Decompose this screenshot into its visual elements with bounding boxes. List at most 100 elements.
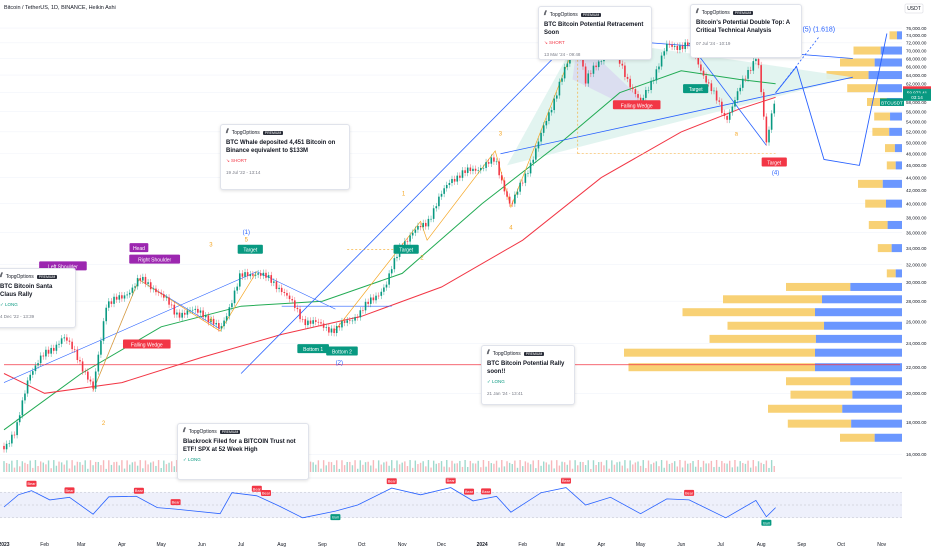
candle bbox=[267, 275, 270, 278]
elliott-wave bbox=[92, 271, 258, 391]
price-tick-label: 54,000.00 bbox=[906, 119, 927, 124]
volume-profile-bar bbox=[865, 199, 886, 208]
candle bbox=[765, 116, 768, 143]
candle bbox=[228, 307, 231, 317]
volume-bar bbox=[613, 464, 616, 472]
candle bbox=[650, 80, 652, 90]
idea-card-rally[interactable]: ⫽ TopgOptions PREMIUM BTC Bitcoin Potentia… bbox=[481, 345, 575, 405]
pattern-label: Bottom 2 bbox=[332, 350, 352, 356]
volume-profile-bar bbox=[824, 321, 903, 330]
time-tick-label: Aug bbox=[757, 542, 766, 548]
candle bbox=[710, 83, 713, 92]
volume-profile-bar bbox=[885, 144, 895, 153]
volume-bar bbox=[341, 460, 343, 472]
idea-timestamp: 4 Dec '22 - 13:39 bbox=[0, 314, 35, 319]
volume-bar bbox=[726, 463, 728, 472]
volume-bar bbox=[367, 461, 369, 472]
volume-bar bbox=[53, 460, 55, 472]
volume-bar bbox=[763, 464, 765, 472]
volume-bar bbox=[19, 466, 21, 472]
price-tick-label: 24,000.00 bbox=[906, 341, 927, 346]
candle bbox=[176, 312, 178, 315]
rsi-band bbox=[0, 492, 902, 518]
pattern-label-box bbox=[122, 339, 171, 349]
volume-bar bbox=[346, 461, 348, 472]
candle bbox=[45, 349, 47, 357]
candle bbox=[469, 167, 472, 171]
volume-bar bbox=[687, 463, 689, 472]
candle bbox=[540, 132, 542, 142]
volume-bar bbox=[396, 460, 398, 472]
candle bbox=[762, 92, 765, 117]
volume-profile-bar bbox=[842, 404, 903, 413]
candle bbox=[734, 100, 736, 107]
volume-bar bbox=[391, 460, 393, 472]
price-tick-label: 74,000.00 bbox=[906, 33, 927, 38]
candle bbox=[516, 191, 519, 195]
volume-profile-bar bbox=[858, 179, 883, 188]
candle bbox=[110, 301, 113, 304]
idea-card-blackrock[interactable]: ⫽ TopgOptions PREMIUM Blackrock Filed for … bbox=[177, 423, 309, 480]
volume-profile-bar bbox=[815, 334, 903, 343]
time-tick-label: May bbox=[636, 542, 646, 548]
unit-box bbox=[904, 3, 924, 14]
candle bbox=[773, 103, 776, 114]
candle bbox=[448, 182, 451, 185]
idea-card-retracement[interactable]: ⫽ TopgOptions PREMIUM BTC Bitcoin Potentia… bbox=[538, 6, 652, 60]
check-icon: ✓ bbox=[487, 379, 493, 384]
idea-author: TopgOptions bbox=[701, 9, 730, 16]
candle bbox=[519, 182, 521, 192]
volume-bar bbox=[312, 462, 314, 472]
volume-bar bbox=[482, 460, 485, 472]
volume-bar bbox=[115, 461, 118, 472]
candle bbox=[393, 258, 396, 270]
candle bbox=[681, 45, 684, 50]
volume-profile-bar bbox=[886, 269, 896, 278]
price-tick-label: 32,000.00 bbox=[906, 262, 927, 267]
candle bbox=[231, 303, 233, 308]
volume-bar bbox=[97, 461, 100, 472]
volume-bar bbox=[684, 460, 686, 472]
idea-card-double-top[interactable]: ⫽ TopgOptions PREMIUM Bitcoin's Potential … bbox=[690, 4, 802, 58]
time-tick-label: Apr bbox=[597, 542, 605, 548]
volume-bar bbox=[317, 460, 320, 472]
candle bbox=[438, 196, 440, 207]
candle bbox=[749, 69, 752, 71]
volume-bar bbox=[519, 460, 521, 472]
rsi-bear-label: Bear bbox=[465, 490, 474, 494]
volume-profile-bar bbox=[887, 220, 903, 229]
premium-badge: PREMIUM bbox=[580, 12, 602, 17]
volume-profile-bar bbox=[877, 84, 903, 93]
candle bbox=[238, 273, 241, 287]
volume-bar bbox=[414, 460, 417, 472]
candle bbox=[32, 371, 34, 375]
volume-bar bbox=[170, 461, 173, 472]
volume-profile-bar bbox=[896, 31, 903, 40]
volume-bar bbox=[508, 462, 511, 472]
volume-bar bbox=[84, 460, 86, 472]
volume-bar bbox=[160, 467, 162, 472]
candle bbox=[582, 57, 584, 67]
volume-bar bbox=[658, 466, 660, 472]
candle bbox=[126, 294, 128, 296]
candle bbox=[453, 178, 456, 182]
idea-card-santa[interactable]: ⫽ TopgOptions PREMIUM BTC Bitcoin Santa Cl… bbox=[0, 268, 76, 328]
candle bbox=[47, 349, 50, 354]
candle bbox=[755, 59, 757, 62]
candle bbox=[383, 287, 385, 292]
volume-bar bbox=[438, 463, 440, 472]
price-tick-label: 22,000.00 bbox=[906, 365, 927, 370]
time-tick-label: Oct bbox=[837, 542, 845, 548]
candle bbox=[477, 170, 479, 171]
volume-profile-bar bbox=[628, 363, 815, 372]
volume-profile-bar bbox=[840, 58, 875, 67]
price-tick-label: 52,000.00 bbox=[906, 130, 927, 135]
volume-profile-bar bbox=[786, 282, 851, 291]
volume-bar bbox=[89, 460, 92, 472]
candle bbox=[320, 322, 322, 324]
moving-average-green bbox=[3, 70, 776, 431]
idea-card-whale[interactable]: ⫽ TopgOptions PREMIUM BTC Whale deposited … bbox=[220, 124, 350, 190]
rsi-bear-marker bbox=[560, 477, 571, 484]
price-label-box bbox=[880, 98, 904, 106]
